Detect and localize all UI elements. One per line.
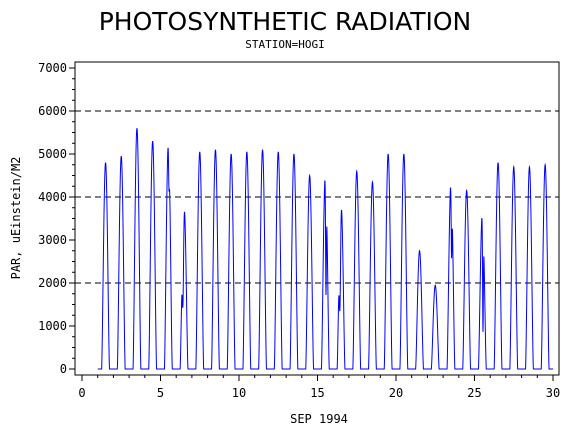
y-tick-label-1000: 1000 xyxy=(38,319,67,333)
y-axis-label: PAR, uEinstein/M2 xyxy=(9,157,23,280)
reference-lines xyxy=(75,110,559,284)
chart-title: PHOTOSYNTHETIC RADIATION xyxy=(99,7,472,36)
x-tick-label-0: 0 xyxy=(78,386,85,400)
y-tick-label-3000: 3000 xyxy=(38,233,67,247)
x-tick-label-30: 30 xyxy=(546,386,560,400)
series-line-0 xyxy=(97,128,553,370)
x-tick-label-20: 20 xyxy=(389,386,403,400)
x-tick-label-5: 5 xyxy=(157,386,164,400)
y-tick-label-6000: 6000 xyxy=(38,104,67,118)
x-tick-label-25: 25 xyxy=(467,386,481,400)
y-tick-label-7000: 7000 xyxy=(38,61,67,75)
plot-frame xyxy=(74,61,560,376)
series-layer xyxy=(97,128,553,370)
y-axis: 0 1000 2000 3000 4000 5000 6000 7000 xyxy=(38,61,75,376)
y-tick-label-0: 0 xyxy=(60,362,67,376)
y-tick-label-4000: 4000 xyxy=(38,190,67,204)
x-tick-label-15: 15 xyxy=(310,386,324,400)
x-axis-label: SEP 1994 xyxy=(290,412,348,426)
x-tick-label-10: 10 xyxy=(232,386,246,400)
chart-subtitle: STATION=HOGI xyxy=(245,38,324,51)
y-tick-label-5000: 5000 xyxy=(38,147,67,161)
x-axis: 0 5 10 15 20 25 30 xyxy=(78,375,560,400)
y-tick-label-2000: 2000 xyxy=(38,276,67,290)
